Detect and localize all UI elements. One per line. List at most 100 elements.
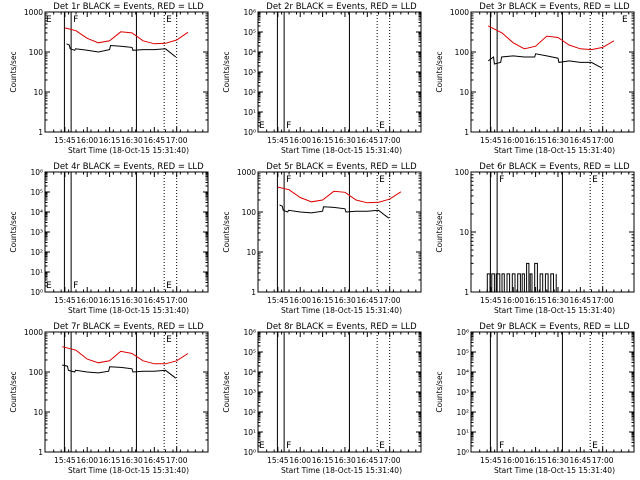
y-tick-label: 10¹: [456, 428, 469, 437]
x-tick-label: 15:45: [54, 296, 76, 305]
x-tick-label: 16:15: [525, 296, 547, 305]
y-axis-label: Counts/sec: [222, 211, 231, 252]
data-series-line: [62, 347, 188, 364]
y-tick-label: 10⁵: [456, 348, 469, 357]
x-tick-label: 16:15: [99, 456, 121, 465]
x-tick-label: 16:00: [502, 296, 524, 305]
y-tick-label: 100: [455, 48, 470, 57]
y-tick-label: 10¹: [243, 428, 256, 437]
x-tick-label: 16:15: [312, 296, 334, 305]
detector-panel: Det 9r BLACK = Events, RED = LLD 10⁰ 10¹ 10…: [435, 322, 634, 475]
y-tick-label: 1000: [24, 8, 43, 17]
detector-panel: Det 3r BLACK = Events, RED = LLD 1 10 100 10…: [435, 2, 634, 155]
detector-panel: Det 1r BLACK = Events, RED = LLD 1 10 100 10…: [9, 2, 208, 155]
detector-panel: Det 2r BLACK = Events, RED = LLD 10⁰ 10¹ 10…: [222, 2, 421, 155]
x-axis-label: Start Time (18-Oct-15 15:31:40): [494, 146, 615, 155]
x-tick-label: 15:45: [54, 456, 76, 465]
panel-title: Det 1r BLACK = Events, RED = LLD: [53, 2, 204, 12]
event-marker-label: F: [73, 15, 78, 25]
detector-panel: Det 7r BLACK = Events, RED = LLD 1 10 100 10…: [9, 322, 208, 475]
panel-title: Det 3r BLACK = Events, RED = LLD: [479, 2, 630, 12]
plot-frame: [45, 332, 208, 452]
y-tick-label: 1: [464, 288, 469, 297]
y-tick-label: 100: [29, 368, 44, 377]
event-marker-label: F: [286, 441, 291, 451]
x-tick-label: 16:30: [334, 456, 356, 465]
y-tick-label: 10⁴: [243, 48, 256, 57]
event-marker-label: F: [499, 175, 504, 185]
event-marker-label: E: [46, 15, 52, 25]
x-tick-label: 16:00: [289, 136, 311, 145]
detector-panel: Det 8r BLACK = Events, RED = LLD10⁰10¹10…: [222, 322, 421, 475]
x-tick-label: 16:45: [357, 296, 379, 305]
x-tick-label: 16:15: [525, 136, 547, 145]
event-marker-label: E: [46, 281, 52, 291]
y-tick-label: 10²: [456, 408, 469, 417]
y-tick-label: 10⁶: [243, 328, 256, 337]
plot-frame: [258, 332, 421, 452]
y-tick-label: 10: [33, 408, 43, 417]
y-tick-label: 10⁰: [456, 448, 469, 457]
x-tick-label: 16:00: [76, 456, 98, 465]
y-tick-label: 10: [33, 88, 43, 97]
x-tick-label: 17:00: [592, 296, 614, 305]
y-axis-label: Counts/sec: [9, 51, 18, 92]
x-tick-label: 16:15: [99, 136, 121, 145]
event-marker-label: F: [286, 175, 291, 185]
y-axis-label: Counts/sec: [222, 371, 231, 412]
x-tick-label: 17:00: [166, 136, 188, 145]
x-axis-label: Start Time (18-Oct-15 15:31:40): [68, 466, 189, 475]
event-marker-label: F: [73, 281, 78, 291]
event-marker-label: E: [592, 441, 598, 451]
event-marker-label: E: [259, 121, 265, 131]
y-tick-label: 10⁰: [243, 128, 256, 137]
panel-title: Det 7r BLACK = Events, RED = LLD: [53, 322, 204, 332]
x-axis-label: Start Time (18-Oct-15 15:31:40): [281, 306, 402, 315]
x-tick-label: 16:30: [334, 136, 356, 145]
x-tick-label: 15:45: [267, 296, 289, 305]
panel-title: Det 5r BLACK = Events, RED = LLD: [266, 162, 417, 172]
event-marker-label: E: [166, 281, 172, 291]
x-tick-label: 16:45: [570, 296, 592, 305]
y-tick-label: 10²: [30, 248, 43, 257]
y-tick-label: 10³: [30, 228, 43, 237]
data-series-line: [65, 28, 188, 44]
x-tick-label: 16:00: [502, 456, 524, 465]
detector-panel: Det 4r BLACK = Events, RED = LLD10⁰10¹10…: [9, 162, 208, 315]
y-tick-label: 1: [251, 288, 256, 297]
x-tick-label: 16:00: [289, 296, 311, 305]
x-axis-label: Start Time (18-Oct-15 15:31:40): [68, 306, 189, 315]
data-series-line: [488, 26, 614, 50]
x-tick-label: 16:15: [525, 456, 547, 465]
x-tick-label: 16:15: [312, 456, 334, 465]
x-tick-label: 16:30: [121, 296, 143, 305]
detector-panel: Det 6r BLACK = Events, RED = LLD 1 10 100 15…: [435, 162, 634, 315]
y-axis-label: Counts/sec: [435, 211, 444, 252]
y-tick-label: 10: [459, 228, 469, 237]
y-tick-label: 10⁵: [30, 188, 43, 197]
x-tick-label: 15:45: [54, 136, 76, 145]
y-tick-label: 10⁰: [30, 288, 43, 297]
event-marker-label: E: [379, 121, 385, 131]
event-marker-label: E: [259, 441, 265, 451]
y-axis-label: Counts/sec: [9, 211, 18, 252]
x-tick-label: 15:45: [267, 136, 289, 145]
x-axis-label: Start Time (18-Oct-15 15:31:40): [281, 466, 402, 475]
y-tick-label: 10⁵: [243, 28, 256, 37]
x-tick-label: 17:00: [592, 136, 614, 145]
panel-title: Det 6r BLACK = Events, RED = LLD: [479, 162, 630, 172]
y-tick-label: 10⁴: [243, 368, 256, 377]
panel-title: Det 9r BLACK = Events, RED = LLD: [479, 322, 630, 332]
x-axis-label: Start Time (18-Oct-15 15:31:40): [494, 306, 615, 315]
x-tick-label: 17:00: [166, 296, 188, 305]
y-tick-label: 10³: [456, 388, 469, 397]
y-tick-label: 10¹: [30, 268, 43, 277]
y-tick-label: 1000: [450, 8, 469, 17]
x-tick-label: 15:45: [480, 456, 502, 465]
data-series-line: [278, 187, 401, 203]
x-tick-label: 16:00: [76, 296, 98, 305]
y-tick-label: 10: [246, 248, 256, 257]
y-tick-label: 10²: [243, 88, 256, 97]
x-tick-label: 16:15: [99, 296, 121, 305]
